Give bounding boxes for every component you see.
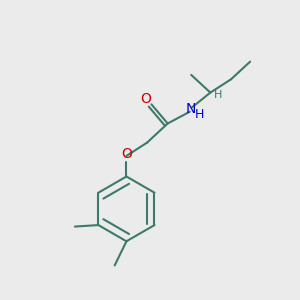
Text: H: H	[195, 108, 204, 121]
Text: O: O	[121, 147, 132, 161]
Text: H: H	[214, 90, 222, 100]
Text: N: N	[186, 102, 196, 116]
Text: O: O	[141, 92, 152, 106]
